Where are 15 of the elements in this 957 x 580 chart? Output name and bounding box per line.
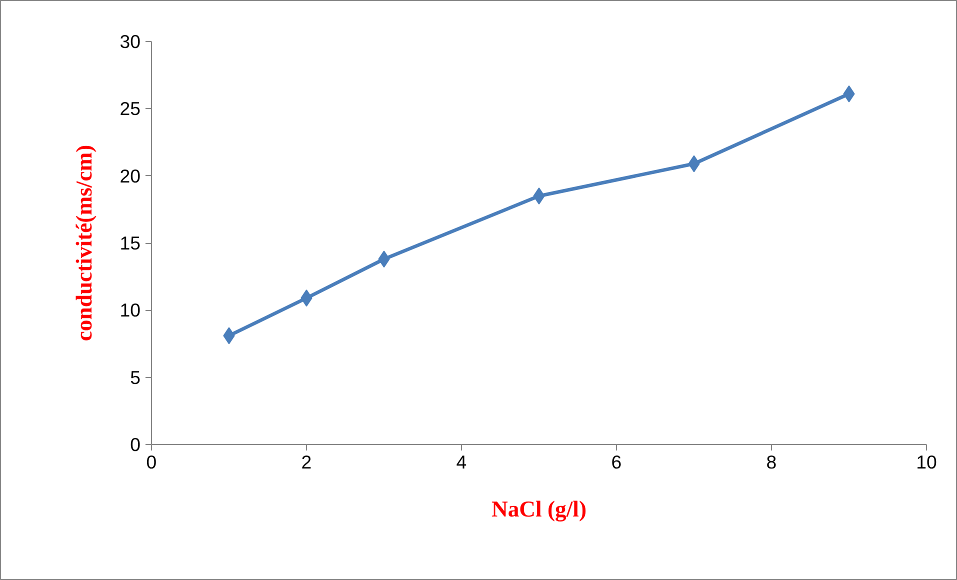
y-tick-label: 0: [130, 434, 141, 455]
y-tick-label: 5: [130, 366, 141, 388]
x-tick-label: 8: [766, 452, 777, 472]
x-axis-title: NaCl (g/l): [491, 496, 587, 522]
y-tick-label: 20: [120, 165, 141, 186]
x-tick-label: 0: [146, 452, 157, 472]
y-axis-title: conductivité(ms/cm): [72, 144, 97, 342]
y-tick-label: 10: [120, 300, 141, 321]
x-tick-label: 6: [611, 452, 622, 472]
y-tick-label: 15: [120, 232, 141, 254]
y-tick-label: 30: [120, 31, 141, 52]
x-tick-label: 4: [456, 452, 467, 472]
x-tick-label: 10: [916, 452, 937, 472]
x-tick-label: 2: [301, 452, 312, 472]
y-tick-label: 25: [120, 98, 141, 120]
